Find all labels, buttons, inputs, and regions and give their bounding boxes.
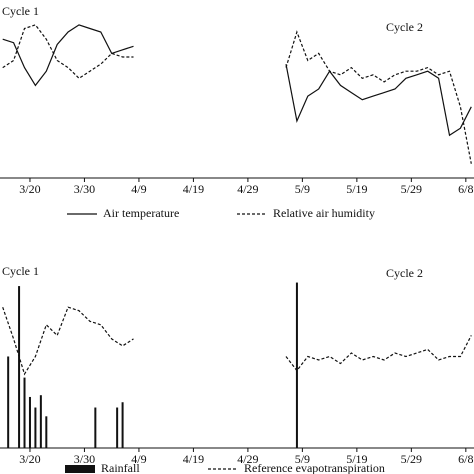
x-tick-label: 3/30 bbox=[74, 452, 95, 466]
x-tick-label: 5/9 bbox=[295, 452, 310, 466]
line bbox=[2, 24, 134, 87]
x-tick-label: 5/19 bbox=[346, 452, 367, 466]
bar bbox=[18, 286, 21, 448]
legend-label: Rainfall bbox=[101, 461, 140, 474]
x-tick-label: 4/19 bbox=[183, 182, 204, 196]
bar bbox=[23, 377, 26, 448]
x-tick-label: 5/9 bbox=[295, 182, 310, 196]
annotation: Cycle 1 bbox=[2, 4, 39, 18]
bar bbox=[39, 395, 42, 448]
x-tick-label: 4/29 bbox=[237, 182, 258, 196]
bar bbox=[121, 402, 124, 448]
bar bbox=[116, 407, 119, 448]
x-tick-label: 5/29 bbox=[401, 452, 422, 466]
bar bbox=[28, 396, 31, 448]
x-tick-label: 3/20 bbox=[19, 452, 40, 466]
x-tick-label: 5/19 bbox=[346, 182, 367, 196]
x-tick-label: 3/30 bbox=[74, 182, 95, 196]
x-tick-label: 4/9 bbox=[131, 452, 146, 466]
line bbox=[285, 335, 472, 372]
bar bbox=[34, 407, 37, 448]
x-tick-label: 6/8 bbox=[458, 452, 473, 466]
legend-label: Reference evapotranspiration bbox=[244, 461, 385, 474]
x-tick-label: 4/29 bbox=[237, 452, 258, 466]
legend-label: Air temperature bbox=[103, 206, 179, 220]
bar bbox=[45, 416, 48, 448]
line bbox=[2, 306, 134, 376]
legend-swatch bbox=[65, 465, 95, 473]
annotation: Cycle 1 bbox=[2, 264, 39, 278]
annotation: Cycle 2 bbox=[386, 266, 423, 280]
line bbox=[2, 24, 134, 80]
annotation: Cycle 2 bbox=[386, 20, 423, 34]
bar bbox=[7, 356, 10, 448]
line bbox=[285, 30, 472, 164]
x-tick-label: 3/20 bbox=[19, 182, 40, 196]
x-tick-label: 4/19 bbox=[183, 452, 204, 466]
x-tick-label: 5/29 bbox=[401, 182, 422, 196]
legend-label: Relative air humidity bbox=[273, 206, 375, 220]
x-tick-label: 4/9 bbox=[131, 182, 146, 196]
bar bbox=[94, 407, 97, 448]
line bbox=[285, 63, 472, 137]
x-tick-label: 6/8 bbox=[458, 182, 473, 196]
bar bbox=[295, 282, 298, 448]
